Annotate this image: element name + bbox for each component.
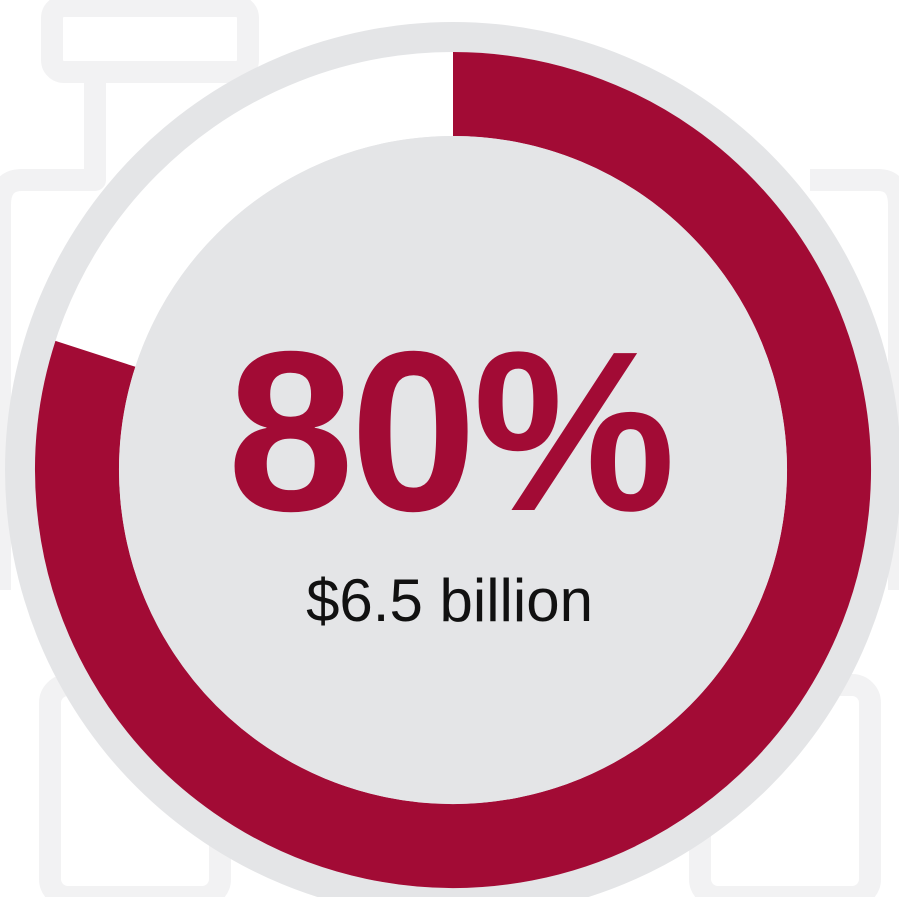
center-percentage: 80% xyxy=(227,305,675,559)
center-amount-label: $6.5 billion xyxy=(306,567,593,634)
donut-inner-disc xyxy=(119,136,787,804)
donut-value-arc xyxy=(35,52,871,888)
